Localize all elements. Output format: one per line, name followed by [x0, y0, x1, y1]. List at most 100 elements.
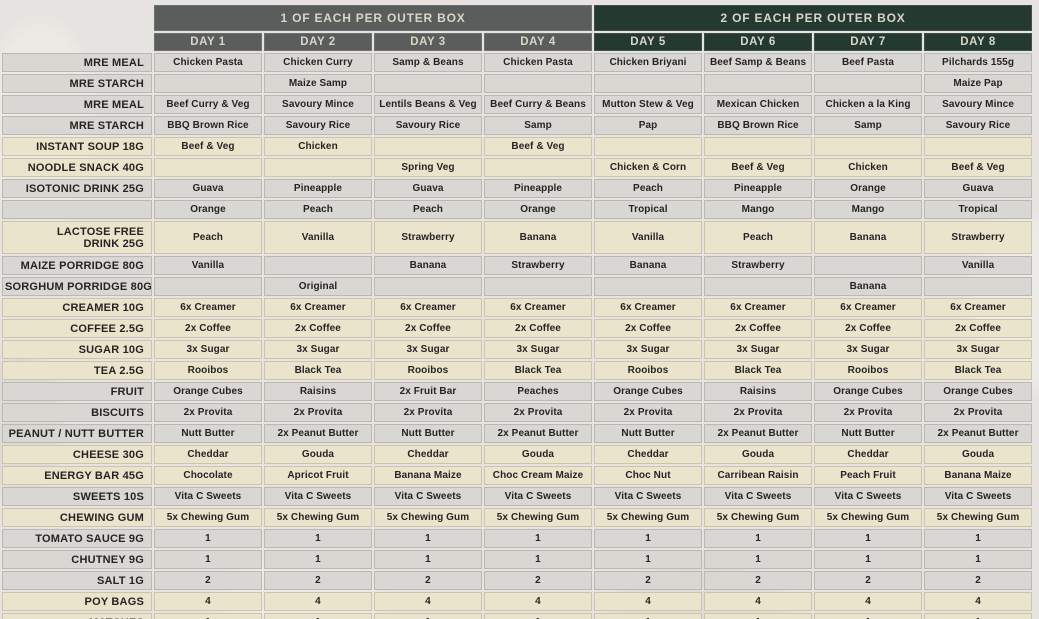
table-cell: 2x Peanut Butter: [924, 424, 1033, 443]
table-cell: 4: [814, 592, 923, 611]
table-cell: 1: [374, 613, 482, 619]
table-cell: [484, 74, 593, 93]
row-label: MAIZE PORRIDGE 80G: [2, 256, 152, 275]
table-cell: 2: [374, 571, 482, 590]
table-cell: Cheddar: [154, 445, 262, 464]
table-cell: Banana Maize: [924, 466, 1033, 485]
table-cell: Peach: [374, 200, 482, 219]
table-cell: [924, 277, 1033, 296]
table-cell: [814, 137, 923, 156]
table-cell: Banana: [374, 256, 482, 275]
table-cell: 1: [264, 529, 372, 548]
table-cell: 2x Coffee: [814, 319, 923, 338]
table-row: CHEESE 30G Cheddar Gouda Cheddar Gouda Chedda…: [2, 445, 1033, 464]
table-cell: Mutton Stew & Veg: [594, 95, 703, 114]
row-label: POY BAGS: [2, 592, 152, 611]
table-cell: Guava: [374, 179, 482, 198]
table-cell: 2x Coffee: [264, 319, 372, 338]
section-header-1-per-box: 1 OF EACH PER OUTER BOX: [154, 5, 593, 31]
table-cell: 3x Sugar: [154, 340, 262, 359]
table-cell: 5x Chewing Gum: [154, 508, 262, 527]
table-cell: Peach Fruit: [814, 466, 923, 485]
row-label: ISOTONIC DRINK 25G: [2, 179, 152, 198]
table-cell: [484, 158, 593, 177]
table-cell: Maize Pap: [924, 74, 1033, 93]
table-cell: Pap: [594, 116, 703, 135]
day-header-7: DAY 7: [814, 33, 923, 51]
day-header-6: DAY 6: [704, 33, 813, 51]
table-cell: Samp & Beans: [374, 53, 482, 72]
table-cell: Vita C Sweets: [814, 487, 923, 506]
table-cell: Spring Veg: [374, 158, 482, 177]
table-cell: Vita C Sweets: [264, 487, 372, 506]
table-cell: 6x Creamer: [704, 298, 813, 317]
table-cell: Raisins: [704, 382, 813, 401]
table-row: ISOTONIC DRINK 25G Guava Pineapple Guava Pin…: [2, 179, 1033, 198]
table-cell: 2: [594, 571, 703, 590]
table-cell: Vita C Sweets: [924, 487, 1033, 506]
table-row: NOODLE SNACK 40G Spring Veg Chicken & Corn…: [2, 158, 1033, 177]
table-row: SWEETS 10S Vita C Sweets Vita C Sweets Vita…: [2, 487, 1033, 506]
table-cell: 1: [484, 550, 593, 569]
table-cell: 5x Chewing Gum: [704, 508, 813, 527]
table-cell: 1: [704, 550, 813, 569]
table-cell: Beef Pasta: [814, 53, 923, 72]
day-header-1: DAY 1: [154, 33, 262, 51]
table-cell: Beef & Veg: [154, 137, 262, 156]
table-cell: 2: [264, 571, 372, 590]
table-cell: Maize Samp: [264, 74, 372, 93]
table-cell: 2x Coffee: [374, 319, 482, 338]
table-cell: Mango: [704, 200, 813, 219]
table-cell: Cheddar: [594, 445, 703, 464]
table-cell: 1: [264, 550, 372, 569]
table-cell: [154, 158, 262, 177]
table-cell: [484, 277, 593, 296]
table-cell: [374, 74, 482, 93]
table-cell: [154, 277, 262, 296]
table-cell: Savoury Rice: [924, 116, 1033, 135]
table-row: MRE STARCH BBQ Brown Rice Savoury Rice Savo…: [2, 116, 1033, 135]
table-cell: 4: [154, 592, 262, 611]
table-cell: Nutt Butter: [814, 424, 923, 443]
table-cell: 6x Creamer: [374, 298, 482, 317]
table-cell: 4: [264, 592, 372, 611]
table-cell: 2x Provita: [484, 403, 593, 422]
table-cell: Rooibos: [814, 361, 923, 380]
table-cell: Guava: [924, 179, 1033, 198]
row-label: MRE MEAL: [2, 53, 152, 72]
table-cell: Chocolate: [154, 466, 262, 485]
table-cell: 2x Coffee: [594, 319, 703, 338]
table-row: LACTOSE FREE DRINK 25G Peach Vanilla Strawbe…: [2, 221, 1033, 254]
table-cell: Savoury Mince: [924, 95, 1033, 114]
table-cell: Vita C Sweets: [594, 487, 703, 506]
table-cell: Gouda: [484, 445, 593, 464]
table-cell: 5x Chewing Gum: [374, 508, 482, 527]
table-cell: [264, 256, 372, 275]
row-label: PEANUT / NUTT BUTTER: [2, 424, 152, 443]
table-cell: 2x Peanut Butter: [704, 424, 813, 443]
table-cell: 3x Sugar: [484, 340, 593, 359]
table-cell: Savoury Rice: [374, 116, 482, 135]
table-cell: [704, 74, 813, 93]
table-cell: 2x Provita: [374, 403, 482, 422]
table-cell: Peach: [154, 221, 262, 254]
table-cell: 2: [924, 571, 1033, 590]
table-cell: 2x Coffee: [704, 319, 813, 338]
table-row: FRUIT Orange Cubes Raisins 2x Fruit Bar Peac…: [2, 382, 1033, 401]
row-label: MRE STARCH: [2, 74, 152, 93]
table-cell: 2x Peanut Butter: [264, 424, 372, 443]
table-cell: Banana: [814, 221, 923, 254]
table-cell: Orange Cubes: [814, 382, 923, 401]
table-row: BISCUITS 2x Provita 2x Provita 2x Provita 2x…: [2, 403, 1033, 422]
table-cell: [154, 74, 262, 93]
row-label: COFFEE 2.5G: [2, 319, 152, 338]
table-cell: [924, 137, 1033, 156]
table-cell: 2x Provita: [924, 403, 1033, 422]
table-cell: BBQ Brown Rice: [154, 116, 262, 135]
table-row: MRE MEAL Chicken Pasta Chicken Curry Samp &…: [2, 53, 1033, 72]
table-row: SORGHUM PORRIDGE 80G Original Banana: [2, 277, 1033, 296]
table-cell: 6x Creamer: [484, 298, 593, 317]
table-cell: 2x Provita: [814, 403, 923, 422]
table-row: CHUTNEY 9G 1 1 1 1 1 1 1 1: [2, 550, 1033, 569]
table-cell: 4: [924, 592, 1033, 611]
